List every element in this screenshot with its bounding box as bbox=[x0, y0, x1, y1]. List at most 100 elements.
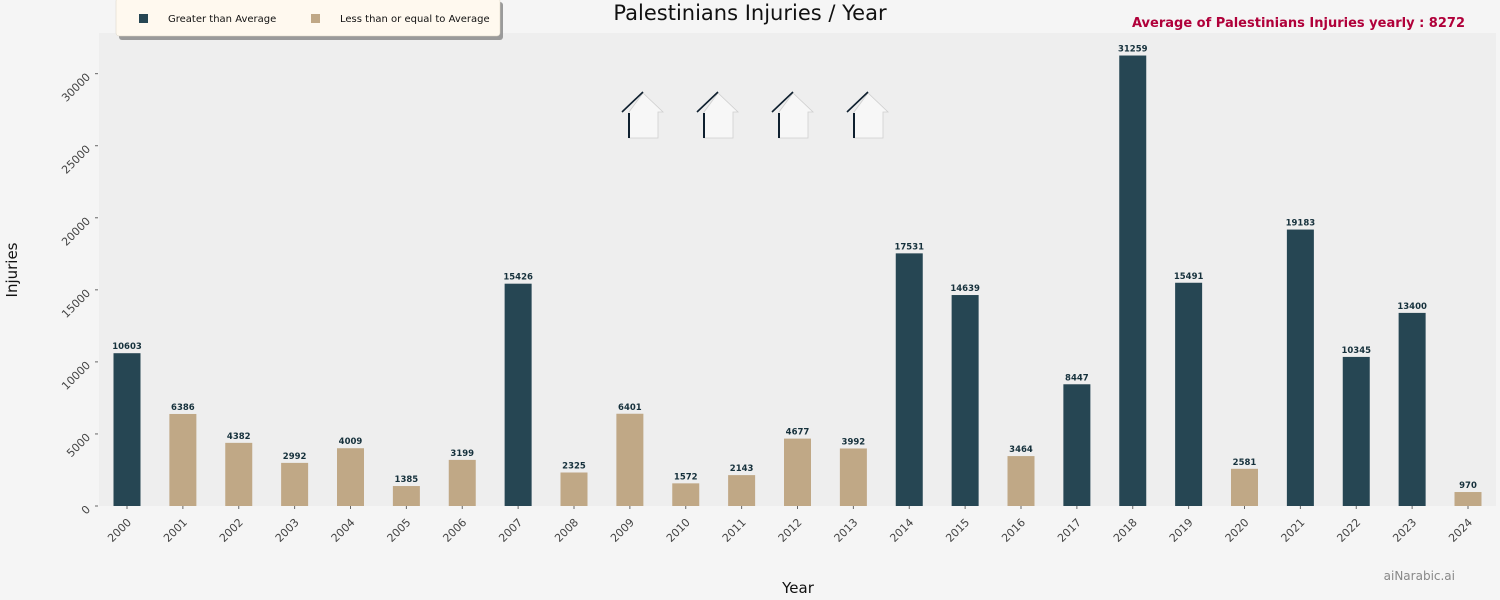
bar-2004 bbox=[337, 448, 364, 506]
bar-2014 bbox=[895, 253, 923, 506]
x-tick-label: 2023 bbox=[1390, 516, 1419, 545]
x-tick-label: 2010 bbox=[664, 516, 693, 545]
bar-value-label: 31259 bbox=[1118, 45, 1148, 55]
bar-2019 bbox=[1175, 282, 1203, 506]
bar-value-label: 2325 bbox=[562, 461, 586, 471]
y-tick-label: 20000 bbox=[59, 215, 93, 249]
x-tick-label: 2022 bbox=[1334, 516, 1363, 545]
y-tick-label: 5000 bbox=[64, 431, 93, 460]
bar-value-label: 14639 bbox=[950, 284, 980, 294]
bar-value-label: 1385 bbox=[395, 475, 419, 485]
watermark: aiNarabic.ai bbox=[1384, 569, 1455, 583]
x-tick-label: 2006 bbox=[440, 516, 469, 545]
bar-value-label: 10345 bbox=[1341, 346, 1371, 356]
chart-title: Palestinians Injuries / Year bbox=[613, 1, 887, 25]
x-tick-label: 2008 bbox=[552, 516, 581, 545]
legend-swatch-above bbox=[139, 14, 148, 23]
bar-2015 bbox=[951, 295, 979, 506]
bar-2005 bbox=[392, 486, 420, 506]
x-axis-title: Year bbox=[781, 579, 815, 597]
average-note: Average of Palestinians Injuries yearly … bbox=[1132, 16, 1465, 31]
bar-2022 bbox=[1342, 356, 1370, 506]
bar-value-label: 15426 bbox=[503, 273, 533, 283]
bar-value-label: 4382 bbox=[227, 432, 251, 442]
bar-2002 bbox=[225, 442, 253, 506]
y-tick-label: 25000 bbox=[59, 143, 93, 177]
bar-value-label: 17531 bbox=[894, 242, 924, 252]
bar-2017 bbox=[1063, 384, 1091, 506]
bar-2000 bbox=[113, 353, 141, 506]
bar-value-label: 4677 bbox=[786, 428, 810, 438]
bar-2007 bbox=[504, 283, 532, 506]
x-tick-label: 2015 bbox=[943, 516, 972, 545]
x-tick-label: 2024 bbox=[1446, 516, 1475, 545]
house-icon bbox=[771, 91, 815, 139]
y-tick-label: 15000 bbox=[59, 287, 93, 321]
house-icon bbox=[696, 91, 740, 139]
bar-2009 bbox=[616, 413, 644, 506]
bar-2023 bbox=[1398, 312, 1426, 506]
x-tick-label: 2003 bbox=[273, 516, 302, 545]
legend-label-above: Greater than Average bbox=[168, 14, 276, 25]
bar-value-label: 3464 bbox=[1009, 445, 1033, 455]
y-axis-ticks: 0 5000 10000 15000 20000 25000 30000 bbox=[59, 71, 98, 517]
x-axis-ticks: 2000 2001 2002 2003 2004 2005 2006 2007 2008 2009… bbox=[105, 506, 1475, 545]
bar-value-label: 6401 bbox=[618, 403, 642, 413]
y-tick-label: 10000 bbox=[59, 359, 93, 393]
bars: 10603 6386 4382 2992 4009 1385 3199 15426 2325 64… bbox=[112, 45, 1482, 506]
x-tick-label: 2013 bbox=[832, 516, 861, 545]
x-tick-label: 2000 bbox=[105, 516, 134, 545]
bar-2011 bbox=[728, 475, 756, 506]
y-axis-title: Injuries bbox=[3, 242, 21, 297]
legend-label-below: Less than or equal to Average bbox=[340, 14, 490, 25]
bar-value-label: 2581 bbox=[1233, 458, 1257, 468]
x-tick-label: 2004 bbox=[329, 516, 358, 545]
bar-value-label: 3199 bbox=[450, 449, 474, 459]
bar-2008 bbox=[560, 472, 588, 506]
x-tick-label: 2017 bbox=[1055, 516, 1084, 545]
legend-box bbox=[115, 0, 501, 37]
bar-value-label: 2143 bbox=[730, 464, 754, 474]
x-tick-label: 2021 bbox=[1279, 516, 1308, 545]
y-tick-label: 30000 bbox=[59, 71, 93, 105]
x-tick-label: 2018 bbox=[1111, 516, 1140, 545]
x-tick-label: 2009 bbox=[608, 516, 637, 545]
bar-2006 bbox=[448, 459, 476, 506]
bar-2024 bbox=[1454, 492, 1482, 506]
x-tick-label: 2020 bbox=[1223, 516, 1252, 545]
x-tick-label: 2014 bbox=[887, 516, 916, 545]
y-tick-label: 0 bbox=[79, 503, 93, 517]
bar-value-label: 10603 bbox=[112, 342, 142, 352]
bar-2010 bbox=[672, 483, 700, 506]
x-tick-label: 2001 bbox=[161, 516, 190, 545]
bar-2018 bbox=[1119, 55, 1147, 506]
bar-value-label: 6386 bbox=[171, 403, 195, 413]
x-tick-label: 2012 bbox=[776, 516, 805, 545]
bar-2001 bbox=[169, 413, 197, 506]
bar-value-label: 13400 bbox=[1397, 302, 1427, 312]
bar-2016 bbox=[1007, 456, 1035, 506]
bar-value-label: 15491 bbox=[1174, 272, 1204, 282]
house-icon bbox=[621, 91, 665, 139]
x-tick-label: 2019 bbox=[1167, 516, 1196, 545]
legend: Greater than Average Less than or equal … bbox=[115, 0, 503, 40]
bar-value-label: 4009 bbox=[339, 437, 363, 447]
bar-value-label: 3992 bbox=[842, 437, 866, 447]
house-icons bbox=[621, 91, 890, 139]
bar-2013 bbox=[839, 448, 867, 506]
bar-2020 bbox=[1231, 468, 1258, 506]
x-tick-label: 2002 bbox=[217, 516, 246, 545]
x-tick-label: 2016 bbox=[999, 516, 1028, 545]
bar-value-label: 2992 bbox=[283, 452, 307, 462]
x-tick-label: 2011 bbox=[720, 516, 749, 545]
bar-value-label: 1572 bbox=[674, 472, 698, 482]
house-icon bbox=[846, 91, 890, 139]
bar-value-label: 19183 bbox=[1286, 219, 1316, 229]
bar-value-label: 8447 bbox=[1065, 373, 1089, 383]
bar-value-label: 970 bbox=[1459, 481, 1477, 491]
legend-swatch-below bbox=[311, 14, 320, 23]
x-tick-label: 2005 bbox=[385, 516, 414, 545]
x-tick-label: 2007 bbox=[496, 516, 525, 545]
bar-2021 bbox=[1286, 229, 1314, 506]
